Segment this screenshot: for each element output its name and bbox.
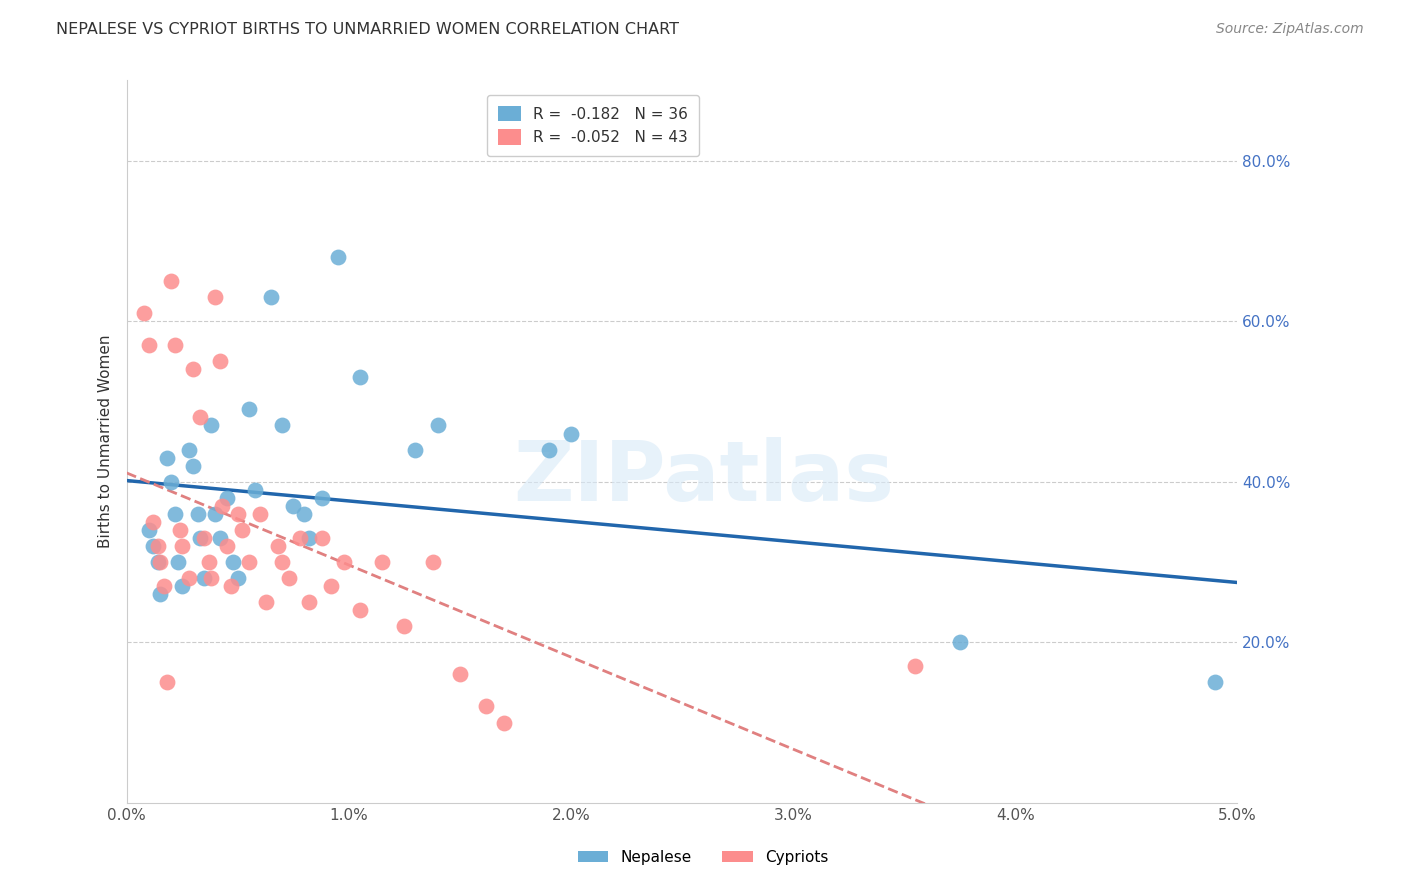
Point	[208, 531, 231, 545]
Point	[208, 354, 231, 368]
Point	[219, 579, 242, 593]
Point	[904, 659, 927, 673]
Point	[226, 571, 249, 585]
Point	[172, 539, 194, 553]
Point	[188, 531, 211, 545]
Point	[311, 491, 333, 505]
Point	[949, 635, 972, 649]
Point	[422, 555, 444, 569]
Point	[238, 555, 260, 569]
Legend: Nepalese, Cypriots: Nepalese, Cypriots	[571, 844, 835, 871]
Point	[349, 370, 371, 384]
Point	[449, 667, 471, 681]
Point	[260, 290, 283, 304]
Point	[188, 410, 211, 425]
Point	[298, 531, 321, 545]
Point	[333, 555, 356, 569]
Text: Source: ZipAtlas.com: Source: ZipAtlas.com	[1216, 22, 1364, 37]
Point	[142, 539, 165, 553]
Point	[155, 675, 177, 690]
Point	[231, 523, 253, 537]
Point	[200, 571, 222, 585]
Point	[238, 402, 260, 417]
Text: ZIPatlas: ZIPatlas	[513, 437, 894, 518]
Point	[256, 595, 278, 609]
Point	[142, 515, 165, 529]
Point	[197, 555, 219, 569]
Point	[204, 290, 226, 304]
Point	[146, 539, 169, 553]
Point	[153, 579, 176, 593]
Point	[249, 507, 271, 521]
Point	[298, 595, 321, 609]
Point	[138, 338, 160, 352]
Point	[394, 619, 416, 633]
Point	[193, 571, 215, 585]
Point	[226, 507, 249, 521]
Point	[177, 442, 200, 457]
Point	[560, 426, 582, 441]
Point	[475, 699, 498, 714]
Point	[319, 579, 342, 593]
Point	[537, 442, 560, 457]
Point	[138, 523, 160, 537]
Point	[277, 571, 299, 585]
Point	[134, 306, 156, 320]
Point	[177, 571, 200, 585]
Point	[165, 338, 187, 352]
Point	[349, 603, 371, 617]
Point	[371, 555, 394, 569]
Point	[160, 274, 183, 288]
Point	[187, 507, 209, 521]
Point	[326, 250, 349, 264]
Legend: R =  -0.182   N = 36, R =  -0.052   N = 43: R = -0.182 N = 36, R = -0.052 N = 43	[488, 95, 699, 156]
Point	[149, 587, 172, 601]
Point	[181, 362, 204, 376]
Point	[1204, 675, 1226, 690]
Point	[181, 458, 204, 473]
Point	[292, 507, 315, 521]
Point	[215, 539, 238, 553]
Point	[494, 715, 516, 730]
Point	[271, 418, 294, 433]
Point	[172, 579, 194, 593]
Point	[245, 483, 267, 497]
Point	[169, 523, 191, 537]
Point	[281, 499, 305, 513]
Point	[193, 531, 215, 545]
Point	[271, 555, 294, 569]
Point	[404, 442, 426, 457]
Point	[266, 539, 288, 553]
Point	[160, 475, 183, 489]
Point	[146, 555, 169, 569]
Point	[426, 418, 449, 433]
Point	[222, 555, 245, 569]
Point	[165, 507, 187, 521]
Point	[211, 499, 233, 513]
Point	[166, 555, 188, 569]
Text: NEPALESE VS CYPRIOT BIRTHS TO UNMARRIED WOMEN CORRELATION CHART: NEPALESE VS CYPRIOT BIRTHS TO UNMARRIED …	[56, 22, 679, 37]
Y-axis label: Births to Unmarried Women: Births to Unmarried Women	[97, 334, 112, 549]
Point	[204, 507, 226, 521]
Point	[215, 491, 238, 505]
Point	[155, 450, 177, 465]
Point	[149, 555, 172, 569]
Point	[288, 531, 311, 545]
Point	[311, 531, 333, 545]
Point	[200, 418, 222, 433]
